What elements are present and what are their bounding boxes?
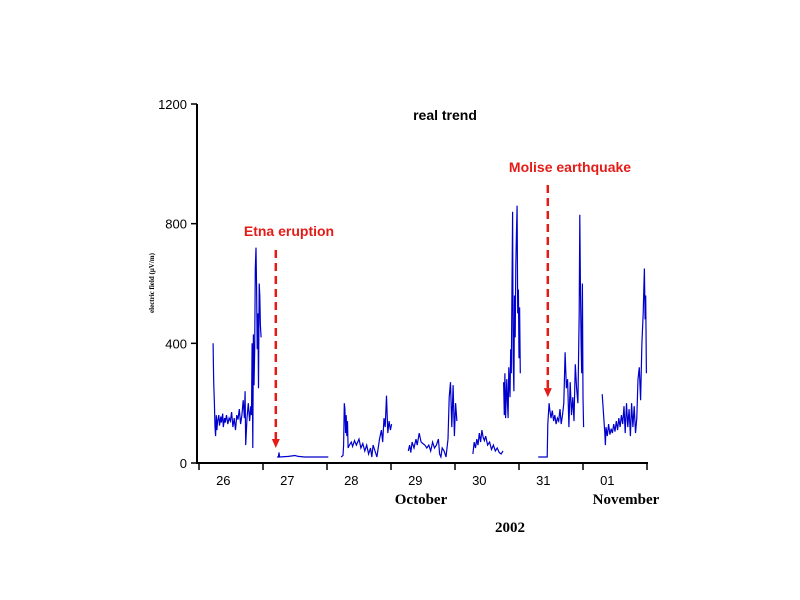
x-tick-label: 31: [536, 473, 550, 488]
x-label-november: November: [593, 492, 660, 508]
series-line-segment: [503, 205, 521, 419]
annotation: Molise earthquake: [509, 159, 631, 398]
y-tick-label: 1200: [158, 97, 187, 112]
series-line-segment: [407, 382, 458, 460]
x-tick-label: 29: [408, 473, 422, 488]
y-tick-label: 0: [180, 456, 187, 471]
series-line-segment: [212, 247, 262, 449]
y-tick-labels: 0 400 800 1200: [158, 97, 187, 471]
series-line-segment: [538, 214, 585, 458]
series-line-segment: [601, 268, 648, 446]
y-tick-label: 800: [165, 217, 187, 232]
x-label-october: October: [395, 492, 448, 508]
annotation-arrow-head: [271, 439, 280, 449]
x-tick-label: 30: [472, 473, 486, 488]
axes: [191, 103, 648, 470]
chart-title: real trend: [413, 107, 477, 123]
annotation-arrow-head: [543, 388, 552, 398]
x-label-year: 2002: [495, 520, 525, 536]
data-series: [212, 205, 648, 460]
x-tick-labels: 26 27 28 29 30 31 01: [216, 473, 614, 488]
annotation: Etna eruption: [244, 223, 334, 449]
annotations: Etna eruption Molise earthquake: [244, 159, 631, 449]
y-tick-label: 400: [165, 336, 187, 351]
annotation-label: Molise earthquake: [509, 159, 631, 175]
y-axis-label: electric field (μV/m): [148, 252, 156, 313]
x-tick-label: 28: [344, 473, 358, 488]
series-line-segment: [340, 395, 393, 458]
series-line-segment: [472, 429, 504, 455]
series-line-segment: [277, 452, 329, 458]
x-tick-label: 01: [600, 473, 614, 488]
annotation-label: Etna eruption: [244, 223, 334, 239]
x-tick-label: 26: [216, 473, 230, 488]
x-tick-label: 27: [280, 473, 294, 488]
